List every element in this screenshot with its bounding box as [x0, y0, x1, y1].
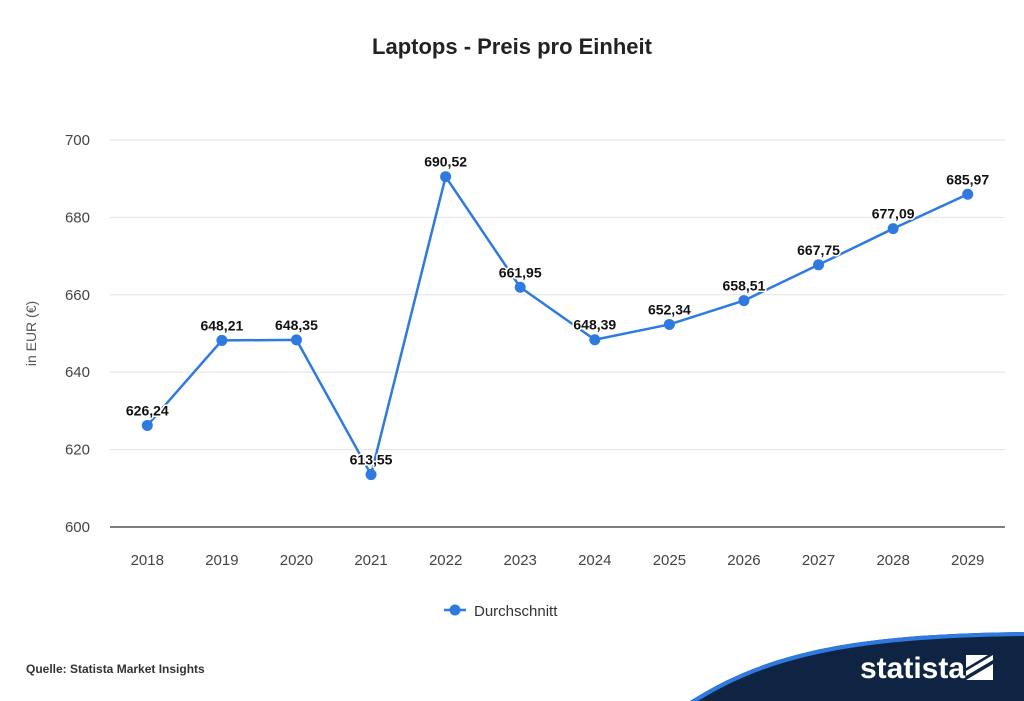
statista-logo-text: statista	[860, 652, 965, 685]
footer-wave-accent	[690, 632, 1024, 701]
legend-dot-marker	[449, 604, 461, 616]
data-point[interactable]	[738, 295, 750, 307]
series-line	[146, 175, 969, 476]
data-label: 648,39	[573, 317, 616, 333]
y-axis-ticks: 600 620 640 660 680 700	[65, 132, 90, 536]
data-label: 652,34	[648, 301, 691, 317]
x-tick-label: 2020	[280, 552, 313, 569]
data-label: 613,55	[350, 452, 393, 468]
x-tick-label: 2029	[951, 552, 984, 569]
y-tick-label: 700	[65, 132, 90, 149]
data-label: 685,97	[946, 171, 989, 187]
data-label: 626,24	[126, 402, 169, 418]
data-label: 648,35	[275, 317, 318, 333]
x-tick-label: 2027	[802, 552, 835, 569]
y-tick-label: 600	[65, 519, 90, 536]
x-tick-label: 2026	[727, 552, 760, 569]
y-tick-label: 620	[65, 442, 90, 459]
data-point[interactable]	[141, 419, 153, 431]
grid-lines	[110, 139, 1005, 451]
data-labels: 626,24 648,21 648,35 613,55 690,52 661,95 648,…	[124, 152, 990, 469]
x-tick-label: 2025	[653, 552, 686, 569]
y-tick-label: 680	[65, 209, 90, 226]
data-point[interactable]	[440, 171, 452, 183]
x-tick-label: 2022	[429, 552, 462, 569]
chart-title: Laptops - Preis pro Einheit	[372, 34, 653, 59]
y-axis-label: in EUR (€)	[23, 301, 39, 366]
legend-label: Durchschnitt	[474, 603, 558, 620]
footer-wave	[690, 632, 1024, 701]
data-label: 690,52	[424, 154, 467, 170]
legend[interactable]: Durchschnitt	[444, 603, 558, 620]
x-tick-label: 2028	[876, 552, 909, 569]
source-text[interactable]: Quelle: Statista Market Insights	[26, 662, 205, 676]
x-tick-label: 2019	[205, 552, 238, 569]
data-point[interactable]	[962, 188, 974, 200]
x-axis-ticks: 2018 2019 2020 2021 2022 2023 2024 2025 2026 2027…	[131, 552, 985, 569]
data-point[interactable]	[216, 334, 228, 346]
data-label: 677,09	[872, 206, 915, 222]
data-point[interactable]	[813, 259, 825, 271]
x-tick-label: 2018	[131, 552, 164, 569]
x-tick-label: 2024	[578, 552, 611, 569]
statista-logo-icon	[966, 652, 993, 680]
data-point[interactable]	[589, 334, 601, 346]
data-label: 658,51	[723, 278, 766, 294]
series-durchschnitt	[141, 171, 974, 481]
data-point[interactable]	[365, 469, 377, 481]
data-label: 661,95	[499, 264, 542, 280]
data-point[interactable]	[663, 318, 675, 330]
data-label: 667,75	[797, 242, 840, 258]
data-point[interactable]	[887, 223, 899, 235]
x-tick-label: 2023	[504, 552, 537, 569]
data-point[interactable]	[514, 281, 526, 293]
y-tick-label: 660	[65, 287, 90, 304]
x-tick-label: 2021	[354, 552, 387, 569]
y-tick-label: 640	[65, 364, 90, 381]
data-point[interactable]	[290, 334, 302, 346]
data-label: 648,21	[200, 317, 243, 333]
statista-footer: statista	[690, 632, 1024, 701]
